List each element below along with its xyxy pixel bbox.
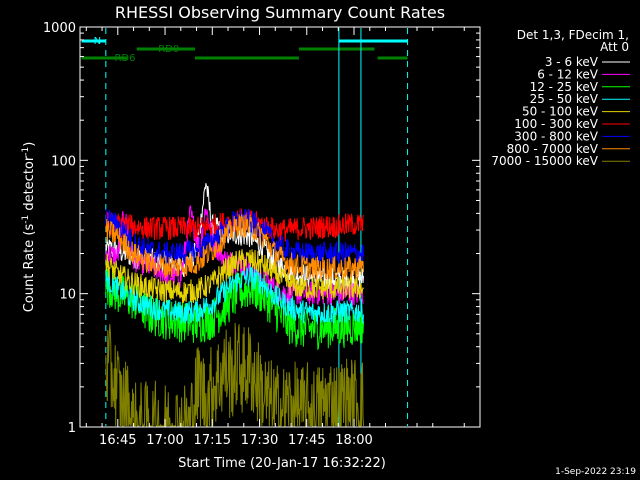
x-tick-label: 17:45: [288, 433, 325, 448]
legend-label: 800 - 7000 keV: [507, 142, 599, 156]
legend-label: 7000 - 15000 keV: [491, 154, 598, 168]
flag-label: RD0: [158, 44, 179, 55]
legend-label: 12 - 25 keV: [530, 80, 599, 94]
x-axis-label: Start Time (20-Jan-17 16:32:22): [178, 456, 386, 471]
y-label-part2: detector: [22, 155, 37, 215]
y-tick-label: 1000: [43, 21, 76, 36]
series-line: [105, 205, 364, 307]
legend-label: 50 - 100 keV: [522, 105, 599, 119]
plot-frame: [79, 26, 481, 428]
x-tick-label: 17:00: [146, 433, 183, 448]
flag-bars: N RD0 RD6: [81, 36, 408, 64]
legend-title-line2: Att 0: [600, 40, 629, 54]
series-line: [105, 214, 364, 280]
y-label-part3: ): [22, 142, 37, 147]
x-axis-ticks: 16:45 17:00 17:15 17:30 17:45 18:00: [85, 27, 465, 448]
legend-label: 3 - 6 keV: [545, 55, 599, 69]
y-tick-label: 1: [68, 421, 76, 436]
legend-label: 25 - 50 keV: [530, 92, 599, 106]
y-tick-label: 10: [59, 288, 76, 303]
legend-title-line1: Det 1,3, FDecim 1,: [517, 28, 629, 42]
y-axis-label: Count Rate (s-1 detector-1): [21, 142, 37, 313]
x-tick-label: 16:45: [99, 433, 136, 448]
y-label-part1: Count Rate (s: [22, 224, 37, 313]
x-tick-label: 17:15: [194, 433, 231, 448]
legend-label: 300 - 800 keV: [514, 129, 598, 143]
series-line: [105, 249, 364, 304]
y-tick-label: 100: [51, 154, 76, 169]
chart-title: RHESSI Observing Summary Count Rates: [115, 3, 445, 22]
flag-label: N: [94, 36, 101, 47]
flag-label: RD6: [114, 53, 135, 64]
series-line: [105, 264, 364, 325]
y-axis-ticks: 1 10 100 1000: [43, 21, 480, 436]
footer-date: 1-Sep-2022 23:19: [555, 467, 636, 477]
x-tick-label: 17:30: [241, 433, 278, 448]
series-line: [105, 267, 364, 351]
legend-label: 100 - 300 keV: [514, 117, 598, 131]
series-group: [105, 183, 364, 428]
series-line: [105, 322, 364, 428]
y-label-sup1: -1: [21, 215, 31, 224]
legend-label: 6 - 12 keV: [537, 67, 599, 81]
x-tick-label: 18:00: [335, 433, 372, 448]
y-label-sup2: -1: [21, 147, 31, 156]
